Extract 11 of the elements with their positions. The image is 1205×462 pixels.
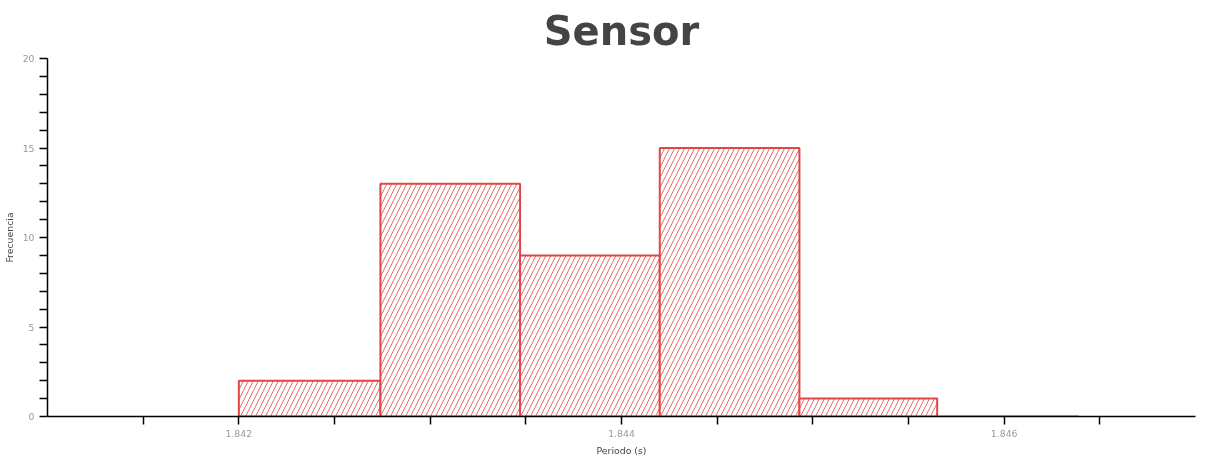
x-axis-title: Periodo (s) [596,444,647,456]
y-tick-label: 20 [22,53,35,64]
y-tick-label: 15 [22,142,35,154]
y-axis-title: Frecuencia [3,212,15,263]
x-tick-label: 1.846 [990,427,1018,439]
chart-title: Sensor [543,7,700,54]
x-tick-label: 1.842 [225,427,253,439]
x-tick-label: 1.844 [608,427,635,439]
y-tick-label: 10 [22,232,35,243]
y-tick-label: 5 [28,321,35,333]
y-tick-label: 0 [28,411,35,422]
